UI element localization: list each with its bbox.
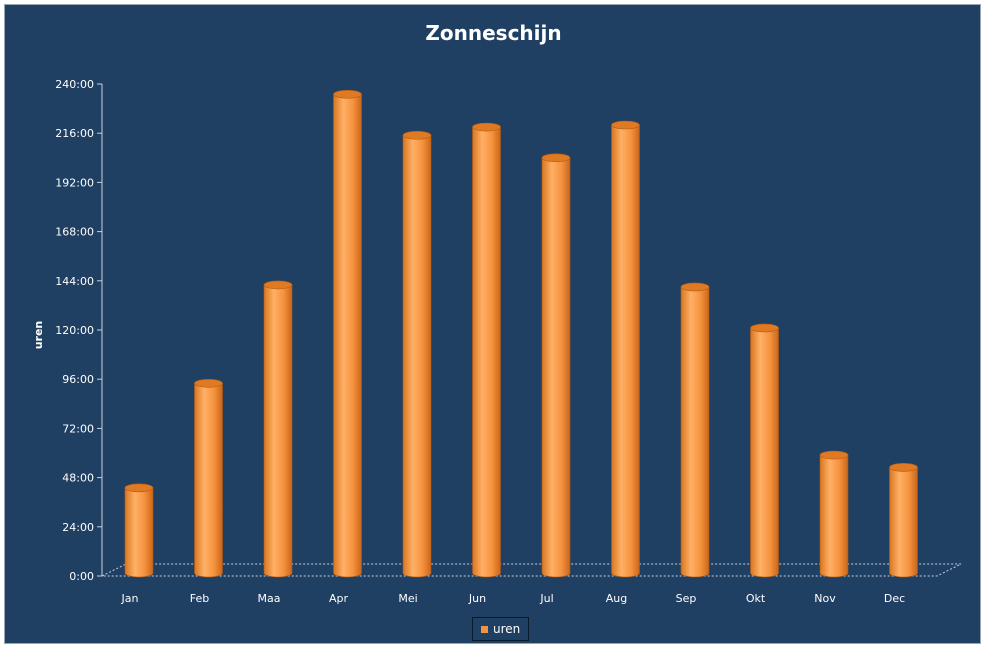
chart-frame: Zonneschijn 0:00 24:00 48:00 72:00 96:00 120:… [4, 4, 981, 644]
bar-top [194, 378, 223, 388]
bar-body [541, 157, 571, 578]
bar [472, 122, 501, 578]
bar-top [541, 153, 571, 163]
y-tick-label: 240:00 [55, 78, 94, 91]
legend: uren [472, 617, 530, 641]
y-tick-label: 120:00 [55, 324, 94, 337]
bar [611, 120, 640, 578]
bar-top [819, 450, 849, 460]
chart-plot: 0:00 24:00 48:00 72:00 96:00 120:00 144:00 168:… [32, 78, 962, 605]
y-axis-title: uren [32, 321, 45, 350]
x-tick-label: Okt [746, 592, 766, 605]
x-tick-label: Nov [814, 592, 836, 605]
bar-body [680, 286, 710, 578]
x-tick-label: Jun [468, 592, 486, 605]
bar-top [680, 282, 710, 292]
bar-top [611, 120, 640, 130]
y-tick-label: 72:00 [62, 422, 94, 435]
y-tick-label: 48:00 [62, 472, 94, 485]
bar-top [750, 323, 779, 333]
bar [402, 130, 432, 578]
y-tick-label: 0:00 [69, 570, 94, 583]
legend-swatch [481, 625, 488, 633]
bar-top [333, 89, 362, 99]
bar-body [819, 454, 849, 578]
bar-top [472, 122, 501, 132]
bar [263, 280, 293, 578]
x-tick-label: Dec [884, 592, 905, 605]
chart-floor [101, 563, 962, 577]
bar [541, 153, 571, 578]
x-tick-label: Mei [398, 592, 417, 605]
x-tick-label: Jan [121, 592, 139, 605]
x-tick-label: Apr [329, 592, 349, 605]
bar-top [124, 483, 154, 493]
y-tick-label: 24:00 [62, 521, 94, 534]
bar [333, 89, 362, 578]
bar-body [750, 327, 779, 578]
y-tick-label: 144:00 [55, 275, 94, 288]
bar-body [611, 124, 640, 578]
legend-label: uren [493, 622, 521, 636]
x-tick-label: Maa [258, 592, 281, 605]
bar-body [402, 134, 432, 578]
bar-top [263, 280, 293, 290]
y-tick-label: 168:00 [55, 226, 94, 239]
bar-body [333, 93, 362, 578]
bar-body [263, 284, 293, 578]
y-tick-label: 96:00 [62, 373, 94, 386]
y-tick-label: 216:00 [55, 127, 94, 140]
bar [680, 282, 710, 578]
bar [124, 483, 154, 578]
y-tick-label: 192:00 [55, 176, 94, 189]
x-tick-label: Sep [676, 592, 697, 605]
x-tick-label: Feb [190, 592, 209, 605]
bar-body [124, 487, 154, 578]
bar [889, 463, 918, 578]
bar [750, 323, 779, 578]
chart-title: Zonneschijn [425, 21, 562, 45]
x-tick-label: Aug [606, 592, 627, 605]
bar [819, 450, 849, 578]
x-tick-label: Jul [539, 592, 553, 605]
bar-body [472, 126, 501, 578]
bar-top [402, 130, 432, 140]
bar-body [889, 467, 918, 578]
bar [194, 378, 223, 578]
bar-body [194, 383, 223, 578]
bar-top [889, 463, 918, 472]
